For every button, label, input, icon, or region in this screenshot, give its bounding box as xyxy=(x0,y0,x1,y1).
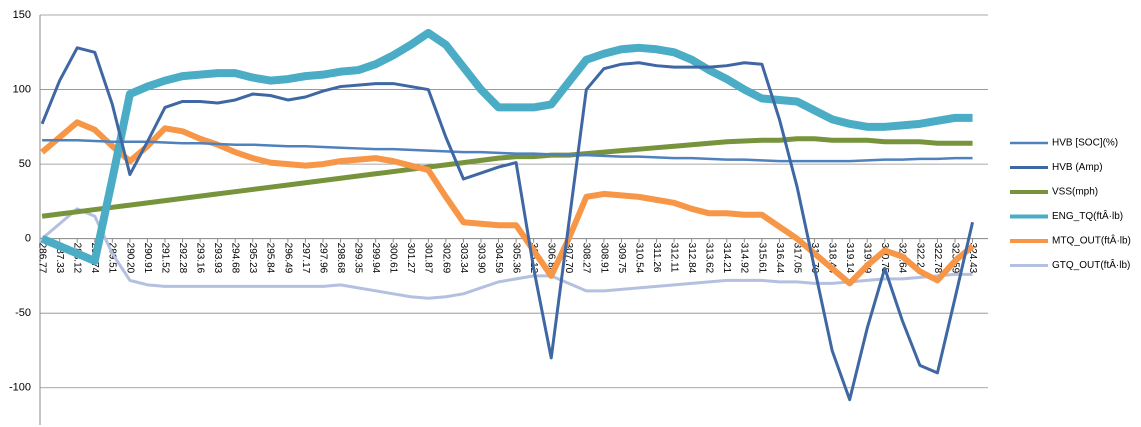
x-tick-label: 295.84 xyxy=(265,243,276,274)
x-tick-label: 303.90 xyxy=(475,243,486,274)
legend-label: VSS(mph) xyxy=(1052,187,1098,198)
x-tick-label: 311.26 xyxy=(651,243,662,273)
x-tick-label: 291.52 xyxy=(159,243,170,274)
x-tick-label: 314.21 xyxy=(721,243,732,274)
y-tick-label: 150 xyxy=(13,9,31,21)
x-tick-label: 297.17 xyxy=(300,243,311,274)
x-tick-label: 287.33 xyxy=(54,243,65,274)
x-tick-label: 305.36 xyxy=(510,243,521,274)
x-tick-label: 294.68 xyxy=(230,243,241,274)
x-tick-label: 313.62 xyxy=(704,243,715,274)
x-tick-label: 306.12 xyxy=(528,243,539,274)
x-tick-label: 317.05 xyxy=(791,243,802,274)
x-tick-label: 315.61 xyxy=(756,243,767,274)
x-tick-label: 296.49 xyxy=(282,243,293,274)
y-tick-label: 100 xyxy=(13,83,31,95)
x-tick-label: 319.89 xyxy=(862,243,873,274)
y-tick-label: -100 xyxy=(9,382,31,394)
x-tick-label: 297.96 xyxy=(317,243,328,274)
y-tick-label: 0 xyxy=(25,233,31,245)
x-tick-label: 289.51 xyxy=(107,243,118,274)
legend-label: GTQ_OUT(ftÂ·lb) xyxy=(1052,258,1130,271)
legend-label: MTQ_OUT(ftÂ·lb) xyxy=(1052,234,1131,247)
y-tick-label: 50 xyxy=(19,158,31,170)
x-tick-label: 293.16 xyxy=(194,243,205,274)
x-tick-label: 303.34 xyxy=(458,243,469,274)
series-line xyxy=(40,28,973,265)
x-tick-label: 322.24 xyxy=(914,243,925,274)
x-tick-label: 288.12 xyxy=(72,243,83,274)
x-tick-label: 304.59 xyxy=(493,243,504,274)
legend-label: HVB (Amp) xyxy=(1052,162,1103,173)
x-tick-label: 295.23 xyxy=(247,243,258,274)
y-tick-label: -50 xyxy=(15,307,31,319)
series-line xyxy=(40,119,975,287)
x-tick-label: 324.43 xyxy=(967,243,978,274)
x-tick-label: 308.27 xyxy=(581,243,592,274)
x-tick-label: 308.91 xyxy=(598,243,609,274)
x-tick-label: 299.35 xyxy=(352,243,363,274)
x-tick-label: 286.77 xyxy=(36,243,47,274)
x-tick-label: 299.94 xyxy=(370,243,381,274)
x-tick-label: 317.70 xyxy=(809,243,820,274)
legend-label: HVB [SOC](%) xyxy=(1052,138,1118,149)
x-tick-label: 310.54 xyxy=(633,243,644,274)
series-line xyxy=(41,136,973,219)
x-tick-label: 301.87 xyxy=(423,243,434,274)
x-tick-label: 312.11 xyxy=(668,243,679,273)
x-tick-label: 290.91 xyxy=(142,243,153,274)
x-tick-label: 298.68 xyxy=(335,243,346,274)
x-tick-label: 301.27 xyxy=(405,243,416,274)
x-tick-label: 322.78 xyxy=(932,243,943,274)
x-tick-label: 309.75 xyxy=(616,243,627,274)
x-tick-label: 312.84 xyxy=(686,243,697,274)
x-tick-label: 300.61 xyxy=(388,243,399,274)
x-tick-label: 314.92 xyxy=(739,243,750,274)
series-line xyxy=(40,46,975,402)
x-tick-label: 318.44 xyxy=(826,243,837,274)
series-line xyxy=(42,138,973,163)
x-tick-label: 319.14 xyxy=(844,243,855,274)
legend-label: ENG_TQ(ftÂ·lb) xyxy=(1052,209,1123,222)
x-tick-label: 306.88 xyxy=(546,243,557,274)
x-tick-label: 320.75 xyxy=(879,243,890,274)
x-tick-label: 307.70 xyxy=(563,243,574,274)
x-tick-label: 302.69 xyxy=(440,243,451,274)
x-tick-label: 316.44 xyxy=(774,243,785,274)
x-tick-label: 292.28 xyxy=(177,243,188,274)
x-tick-label: 290.20 xyxy=(124,243,135,274)
x-tick-label: 293.93 xyxy=(212,243,223,274)
